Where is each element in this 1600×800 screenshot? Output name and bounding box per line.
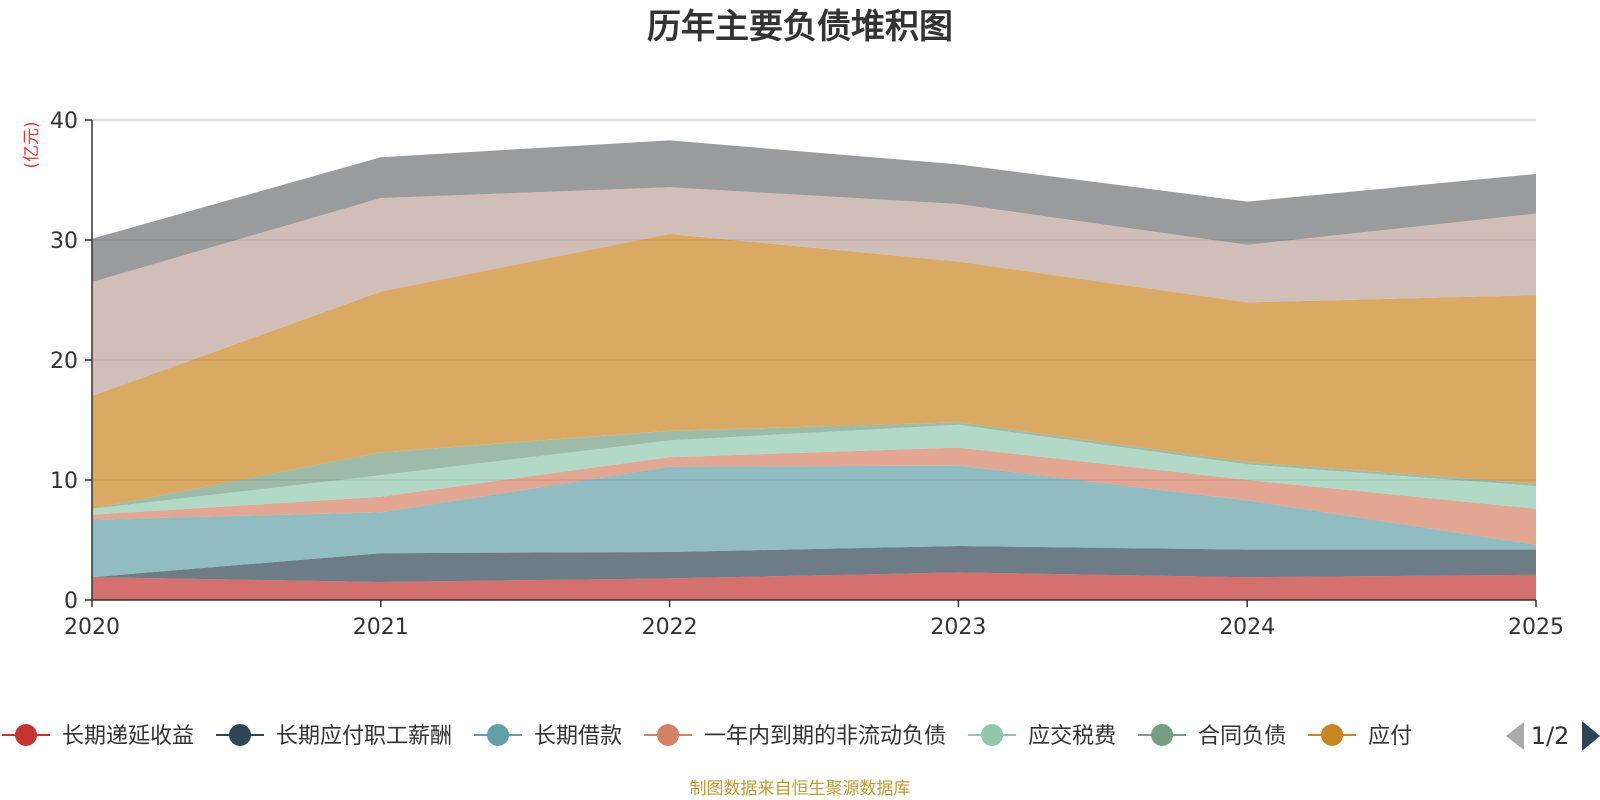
x-tick-label: 2023: [930, 615, 986, 640]
y-tick-label: 30: [50, 229, 78, 254]
x-tick-label: 2020: [64, 615, 120, 640]
legend-circle-icon: [1321, 724, 1344, 746]
area-series-2: [92, 546, 1536, 582]
source-note: 制图数据来自恒生聚源数据库: [690, 779, 911, 799]
legend-label: 合同负债: [1198, 724, 1286, 749]
axis-layer: 0 10 20 30 40 2020 2021 2022 2023 2024 2025: [50, 109, 1564, 640]
area-series-5: [92, 424, 1536, 515]
area-series-4: [92, 447, 1536, 545]
legend-circle-icon: [657, 724, 680, 746]
legend-label: 应付: [1368, 724, 1412, 749]
x-tick-label: 2022: [642, 615, 698, 640]
y-tick-label: 0: [64, 589, 78, 614]
triangle-right-icon[interactable]: [1582, 721, 1600, 751]
x-tick-label: 2025: [1508, 615, 1564, 640]
legend-label: 长期递延收益: [62, 724, 194, 749]
legend-item[interactable]: 长期借款: [474, 724, 622, 749]
legend-circle-icon: [981, 724, 1004, 746]
legend-page-indicator: 1/2: [1531, 722, 1570, 750]
y-tick-label: 40: [50, 109, 78, 134]
area-series-9: [92, 140, 1536, 282]
legend-item[interactable]: 长期应付职工薪酬: [216, 724, 452, 749]
legend-pager: 1/2: [1506, 721, 1600, 751]
legend-item[interactable]: 一年内到期的非流动负债: [644, 724, 946, 749]
y-axis-unit-label: (亿元): [22, 121, 42, 168]
y-tick-label: 10: [50, 469, 78, 494]
area-series-3: [92, 465, 1536, 578]
legend: 长期递延收益 长期应付职工薪酬 长期借款 一年内到期的非流动负债 应交税费 合同负债 应付: [2, 724, 1412, 749]
area-series-7: [92, 234, 1536, 509]
legend-label: 应交税费: [1028, 724, 1116, 749]
x-tick-label: 2021: [353, 615, 409, 640]
legend-circle-icon: [1151, 724, 1174, 746]
legend-item[interactable]: 合同负债: [1138, 724, 1286, 749]
legend-circle-icon: [15, 724, 37, 746]
legend-item[interactable]: 应付: [1308, 724, 1412, 749]
x-tick-label: 2024: [1219, 615, 1275, 640]
area-series-1: [92, 572, 1536, 600]
chart-title: 历年主要负债堆积图: [647, 7, 953, 47]
legend-item[interactable]: 应交税费: [968, 724, 1116, 749]
area-series-8: [92, 187, 1536, 396]
area-layer: [92, 140, 1536, 600]
legend-circle-icon: [229, 724, 252, 746]
area-series-6: [92, 422, 1536, 509]
triangle-left-icon[interactable]: [1506, 722, 1524, 750]
legend-label: 长期借款: [534, 724, 622, 749]
legend-circle-icon: [487, 724, 510, 746]
legend-label: 长期应付职工薪酬: [276, 724, 452, 749]
legend-label: 一年内到期的非流动负债: [704, 724, 946, 749]
legend-item[interactable]: 长期递延收益: [2, 724, 194, 749]
y-tick-label: 20: [50, 349, 78, 374]
